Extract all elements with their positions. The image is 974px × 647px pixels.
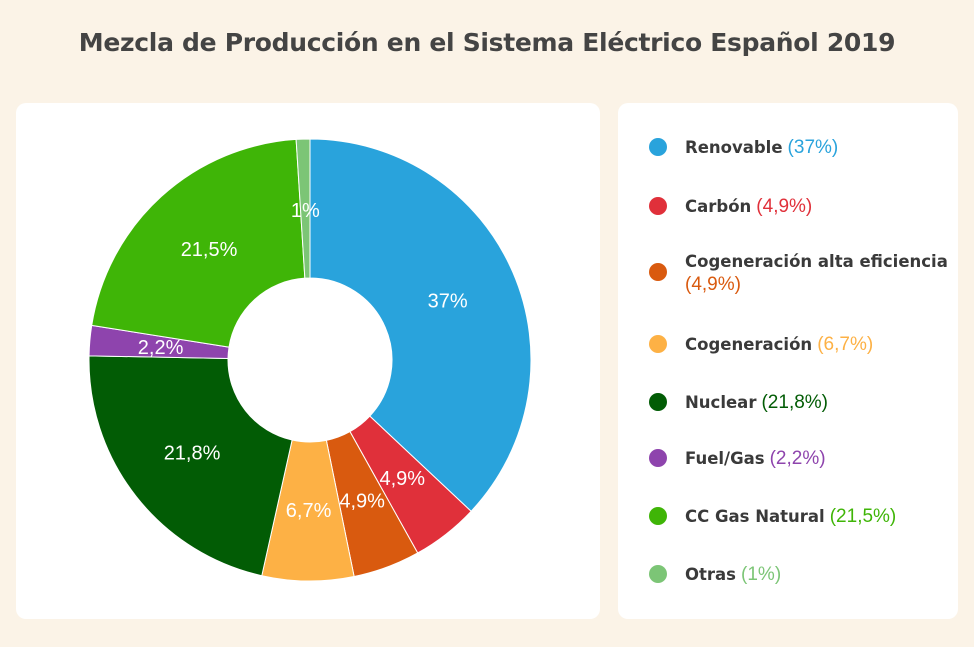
chart-title: Mezcla de Producción en el Sistema Eléct… xyxy=(78,28,896,57)
legend-swatch xyxy=(649,197,667,215)
slice-label: 21,8% xyxy=(164,443,221,465)
legend-label: Nuclear xyxy=(685,393,757,412)
legend-percent: (6,7%) xyxy=(817,334,874,355)
legend-label: Fuel/Gas xyxy=(685,449,765,468)
legend-swatch xyxy=(649,393,667,411)
slice-label: 4,9% xyxy=(380,468,426,490)
slice-label: 4,9% xyxy=(339,491,385,513)
legend-swatch xyxy=(649,263,667,281)
legend-swatch xyxy=(649,138,667,156)
legend-swatch xyxy=(649,507,667,525)
slice-label: 2,2% xyxy=(138,337,184,359)
legend-swatch xyxy=(649,449,667,467)
legend-panel: Renovable (37%) Carbón (4,9%) Cogeneraci… xyxy=(618,103,958,619)
legend-label: Renovable xyxy=(685,138,783,157)
donut-slice-renovable[interactable] xyxy=(309,138,532,512)
donut-chart: 37% 4,9%4,9% 6,7% 21,8% 2,2% 21,5% 1% xyxy=(88,138,532,582)
legend-label: Otras xyxy=(685,565,737,584)
legend-percent: (37%) xyxy=(787,137,839,158)
legend-swatch xyxy=(649,565,667,583)
slice-label: 21,5% xyxy=(181,239,238,261)
chart-panel: 37% 4,9% 4,9% 6,7% 21,8% 2,2% 21,5% 1% xyxy=(16,103,600,619)
legend-percent: (4,9%) xyxy=(756,196,813,217)
slice-label: 1% xyxy=(291,200,320,222)
slice-label: 37% xyxy=(428,290,468,312)
legend-label: Cogeneración xyxy=(685,335,813,354)
legend-label: CC Gas Natural xyxy=(685,507,825,526)
legend-swatch xyxy=(649,335,667,353)
donut-slice-cc-gas-natural[interactable] xyxy=(91,138,306,348)
legend-label: Carbón xyxy=(685,197,752,216)
legend-percent: (1%) xyxy=(741,564,782,585)
donut-slice-nuclear[interactable] xyxy=(88,355,293,577)
legend-percent: (4,9%) xyxy=(685,274,741,295)
legend-percent: (21,5%) xyxy=(829,506,897,527)
legend-label: Cogeneración alta eficiencia xyxy=(685,252,948,271)
legend-percent: (21,8%) xyxy=(761,392,829,413)
slice-label: 6,7% xyxy=(286,500,332,522)
donut-slice-otras[interactable] xyxy=(295,138,311,279)
legend-percent: (2,2%) xyxy=(769,448,826,469)
